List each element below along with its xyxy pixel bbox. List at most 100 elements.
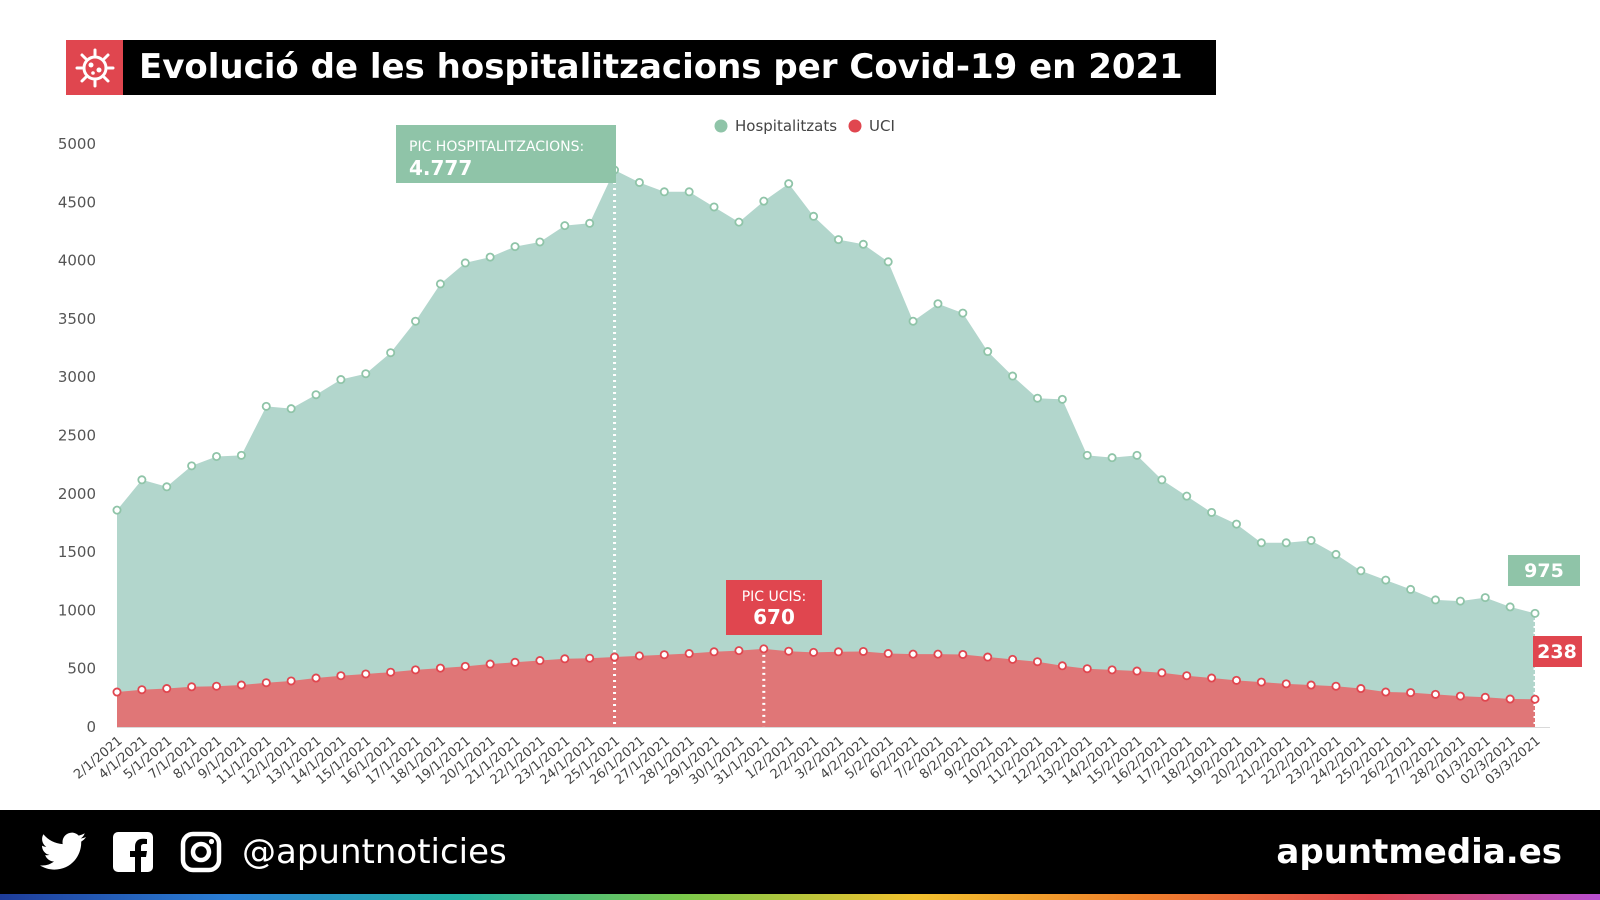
- uci-point: [510, 657, 520, 667]
- uci-point: [460, 661, 470, 671]
- hospitalitzats-point: [510, 242, 520, 252]
- uci-point: [1157, 668, 1167, 678]
- uci-point: [112, 687, 122, 697]
- hospitalitzats-point: [1107, 453, 1117, 463]
- uci-point: [535, 656, 545, 666]
- uci-point: [634, 651, 644, 661]
- y-tick-label: 2500: [58, 427, 96, 445]
- uci-point: [1057, 661, 1067, 671]
- footer: @apuntnoticies apuntmedia.es: [0, 810, 1600, 894]
- hospitalitzats-point: [659, 187, 669, 197]
- uci-area: [117, 648, 1535, 727]
- chart-title: Evolució de les hospitalitzacions per Co…: [139, 47, 1183, 87]
- y-tick-label: 4500: [58, 193, 96, 211]
- hospitalitzats-point: [1207, 507, 1217, 517]
- uci-point: [336, 671, 346, 681]
- uci-point: [709, 647, 719, 657]
- uci-point: [361, 669, 371, 679]
- y-tick-label: 1000: [58, 601, 96, 619]
- uci-point: [485, 659, 495, 669]
- uci-point: [386, 667, 396, 677]
- uci-point: [212, 681, 222, 691]
- hospitalitzats-point: [684, 187, 694, 197]
- legend-hospitalitzats-swatch: [714, 119, 728, 133]
- hospitalitzats-point: [833, 235, 843, 245]
- hospitalitzats-point: [460, 258, 470, 268]
- uci-point: [261, 678, 271, 688]
- uci-point: [809, 647, 819, 657]
- hospitalitzats-area: [117, 170, 1535, 727]
- hospitalitzats-point: [1381, 575, 1391, 585]
- y-tick-label: 5000: [58, 135, 96, 153]
- hospitalitzats-point: [386, 348, 396, 358]
- uci-point: [1480, 692, 1490, 702]
- peak-uci-value: 670: [753, 605, 795, 629]
- uci-point: [1406, 688, 1416, 698]
- uci-point: [1207, 673, 1217, 683]
- title-bar: Evolució de les hospitalitzacions per Co…: [66, 40, 1216, 95]
- uci-point: [734, 646, 744, 656]
- twitter-icon[interactable]: [40, 810, 88, 894]
- uci-point: [1455, 691, 1465, 701]
- legend-uci-label: UCI: [869, 117, 895, 135]
- hospitalitzats-point: [1057, 394, 1067, 404]
- uci-point: [162, 684, 172, 694]
- uci-point: [1107, 665, 1117, 675]
- virus-icon: [75, 48, 114, 87]
- y-tick-label: 0: [86, 718, 96, 736]
- y-tick-label: 1500: [58, 543, 96, 561]
- uci-point: [1032, 657, 1042, 667]
- hospitalitzats-point: [286, 404, 296, 414]
- hospitalitzats-point: [212, 451, 222, 461]
- y-tick-label: 500: [67, 660, 96, 678]
- y-tick-label: 2000: [58, 485, 96, 503]
- uci-point: [883, 649, 893, 659]
- uci-point: [983, 652, 993, 662]
- legend-hospitalitzats-label: Hospitalitzats: [735, 117, 837, 135]
- uci-point: [585, 653, 595, 663]
- hospitalitzats-point: [958, 308, 968, 318]
- hospitalitzats-point: [1505, 602, 1515, 612]
- hospitalitzats-point: [759, 196, 769, 206]
- uci-point: [187, 682, 197, 692]
- hospitalitzats-point: [1231, 519, 1241, 529]
- hospitalitzats-point: [1455, 596, 1465, 606]
- last-hosp-value: 975: [1524, 560, 1564, 582]
- hospitalitzats-point: [1256, 538, 1266, 548]
- uci-point: [1430, 689, 1440, 699]
- hospitalitzats-point: [336, 375, 346, 385]
- uci-point: [958, 649, 968, 659]
- hospitalitzats-point: [112, 505, 122, 515]
- social-handle[interactable]: @apuntnoticies: [242, 832, 507, 872]
- uci-point: [858, 646, 868, 656]
- facebook-icon[interactable]: [112, 810, 154, 894]
- hospitalitzats-point: [1530, 608, 1540, 618]
- last-uci-value: 238: [1537, 641, 1577, 663]
- hospitalitzats-point: [809, 211, 819, 221]
- site-url[interactable]: apuntmedia.es: [1276, 832, 1562, 872]
- peak-uci-box: [726, 580, 822, 635]
- uci-point: [1008, 654, 1018, 664]
- hospitalitzats-point: [883, 257, 893, 267]
- y-tick-label: 4000: [58, 252, 96, 270]
- hospitalitzats-point: [1132, 450, 1142, 460]
- hospitalitzats-point: [1032, 393, 1042, 403]
- hospitalitzats-point: [1356, 566, 1366, 576]
- uci-point: [435, 663, 445, 673]
- peak-hosp-value: 4.777: [409, 156, 472, 180]
- hospitalitzats-point: [1082, 450, 1092, 460]
- hospitalitzats-point: [908, 316, 918, 326]
- uci-point: [311, 673, 321, 683]
- hospitalitzats-point: [162, 482, 172, 492]
- uci-point: [1356, 684, 1366, 694]
- y-tick-label: 3000: [58, 368, 96, 386]
- instagram-icon[interactable]: [180, 810, 222, 894]
- legend-uci-swatch: [848, 119, 862, 133]
- hospitalitzats-point: [311, 390, 321, 400]
- uci-point: [1132, 666, 1142, 676]
- hospitalitzats-point: [784, 179, 794, 189]
- hospitalitzats-point: [1430, 595, 1440, 605]
- hospitalitzats-point: [411, 316, 421, 326]
- hospitalitzats-point: [485, 252, 495, 262]
- uci-point: [684, 649, 694, 659]
